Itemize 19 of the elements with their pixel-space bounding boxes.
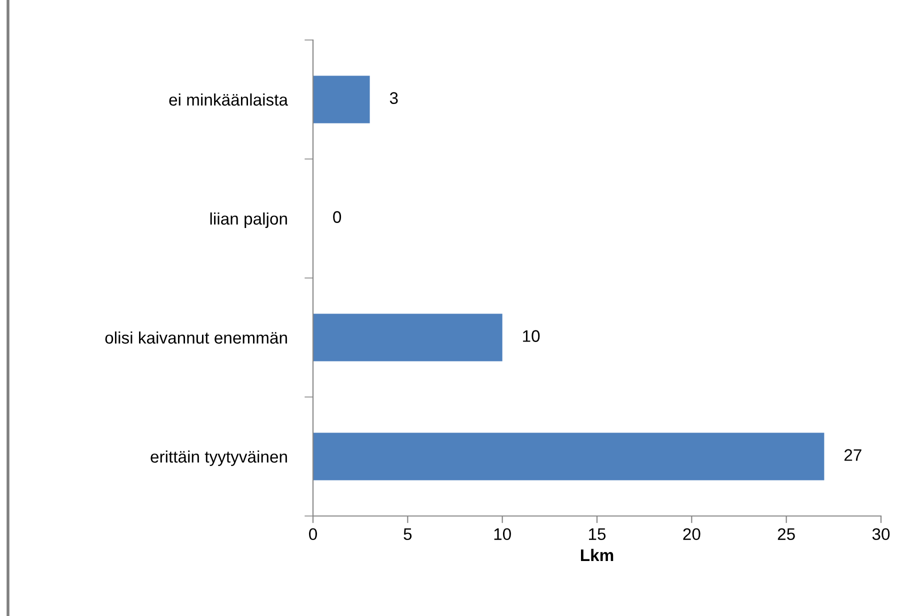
data-label: 0 — [333, 211, 342, 223]
data-label: 10 — [523, 330, 540, 342]
x-axis-title: Lkm — [580, 548, 614, 561]
bar — [313, 314, 502, 362]
data-label: 27 — [844, 449, 862, 461]
x-tick-label: 20 — [683, 528, 700, 540]
y-tick-label: ei minkäänlaista — [169, 93, 288, 106]
x-tick-label: 5 — [404, 528, 412, 540]
bar — [313, 76, 370, 124]
y-tick-label: erittäin tyytyväinen — [150, 450, 287, 466]
x-tick-label: 10 — [494, 528, 511, 540]
bar — [313, 432, 824, 480]
y-tick-label: liian paljon — [210, 212, 287, 228]
x-tick-label: 15 — [589, 528, 606, 540]
data-label: 3 — [390, 92, 398, 104]
x-tick-label: 0 — [309, 528, 317, 540]
y-tick-label: olisi kaivannut enemmän — [105, 331, 287, 344]
x-tick-label: 25 — [778, 528, 795, 540]
x-tick-label: 30 — [872, 528, 890, 540]
